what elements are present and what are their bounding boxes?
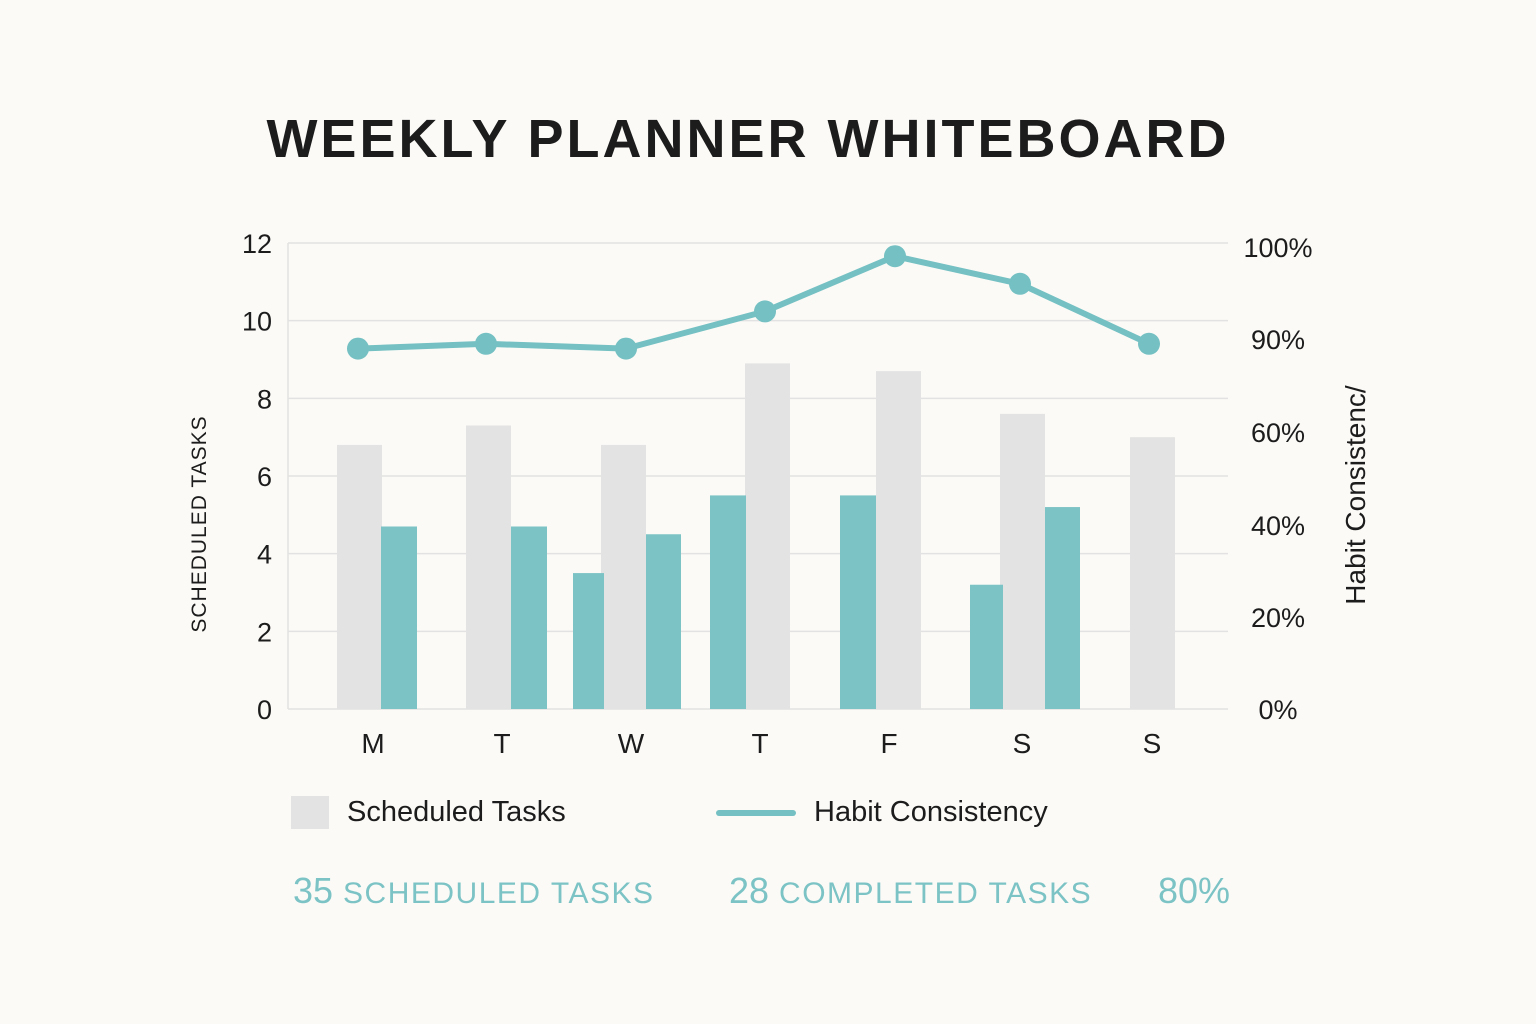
x-tick-label: W — [618, 728, 645, 759]
summary-completed-label: COMPLETED TASKS — [779, 877, 1093, 910]
bar-completed — [511, 526, 547, 709]
chart-title: WEEKLY PLANNER WHITEBOARD — [266, 109, 1230, 169]
legend-label-habit: Habit Consistency — [814, 796, 1048, 828]
bar-completed — [573, 573, 604, 709]
x-tick-label: T — [751, 728, 768, 759]
bar-scheduled — [1130, 437, 1175, 709]
line-point-habit — [884, 245, 906, 268]
line-point-habit — [1138, 332, 1160, 355]
y-tick-label: 2 — [257, 617, 272, 647]
legend-line-habit — [716, 810, 796, 816]
line-point-habit — [615, 337, 637, 360]
x-tick-label: F — [880, 728, 897, 759]
y2-tick-label: 90% — [1251, 325, 1305, 355]
x-tick-label: T — [493, 728, 510, 759]
bar-scheduled — [466, 425, 511, 709]
y-tick-label: 12 — [242, 229, 272, 259]
summary-scheduled: 35 SCHEDULED TASKS — [293, 870, 655, 912]
summary-completed-value: 28 — [729, 870, 770, 911]
y-axis-title-right: Habit Consistenc/ — [1340, 385, 1371, 605]
bar-completed — [646, 534, 681, 709]
y-tick-label: 0 — [257, 695, 272, 725]
legend-swatch-scheduled — [291, 796, 329, 829]
line-point-habit — [475, 332, 497, 355]
summary-completed: 28 COMPLETED TASKS — [729, 870, 1092, 912]
x-tick-label: S — [1013, 728, 1032, 759]
bar-scheduled — [745, 363, 790, 709]
bar-completed — [1045, 507, 1080, 709]
bar-completed — [840, 495, 876, 709]
y2-tick-label: 0% — [1258, 695, 1297, 725]
bar-completed — [970, 584, 1003, 709]
bar-completed — [710, 495, 746, 709]
y-tick-label: 6 — [257, 462, 272, 492]
y-axis-title-left: SCHEDULED TASKS — [188, 415, 211, 633]
bar-scheduled — [1000, 413, 1045, 709]
line-point-habit — [347, 337, 369, 360]
line-point-habit — [754, 300, 776, 323]
y2-tick-label: 20% — [1251, 603, 1305, 633]
y2-tick-label: 40% — [1251, 511, 1305, 541]
summary-scheduled-label: SCHEDULED TASKS — [343, 877, 655, 910]
bar-scheduled — [601, 444, 646, 709]
series-line-habit — [355, 253, 1152, 352]
x-tick-label: M — [361, 728, 384, 759]
x-tick-label: S — [1143, 728, 1162, 759]
y2-tick-label: 100% — [1243, 233, 1312, 263]
bar-completed — [381, 526, 417, 709]
line-point-habit — [1009, 272, 1031, 295]
summary-scheduled-value: 35 — [293, 870, 334, 911]
legend-label-scheduled: Scheduled Tasks — [347, 796, 566, 828]
y2-tick-label: 60% — [1251, 418, 1305, 448]
y-tick-label: 10 — [242, 307, 272, 337]
bar-scheduled — [876, 371, 921, 709]
y-tick-label: 4 — [257, 540, 272, 570]
bar-scheduled — [337, 444, 382, 709]
summary-percent-value: 80% — [1158, 870, 1231, 911]
summary-percent: 80% — [1158, 870, 1230, 912]
y-tick-label: 8 — [257, 384, 272, 414]
